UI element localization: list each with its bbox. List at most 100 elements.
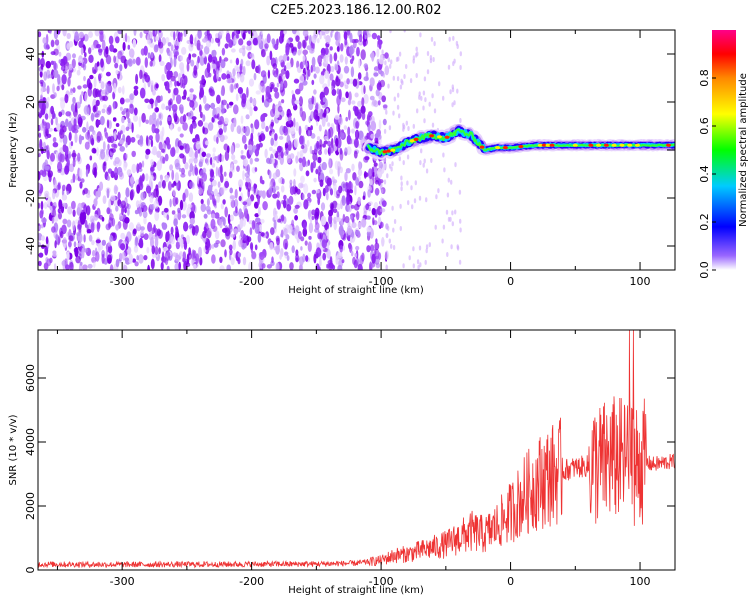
noise-speckle — [204, 67, 210, 78]
noise-speckle — [127, 207, 130, 216]
sparse-speckle — [423, 76, 427, 82]
sparse-speckle — [433, 41, 436, 47]
noise-speckle — [215, 166, 219, 177]
noise-speckle — [286, 56, 290, 61]
noise-speckle — [293, 138, 299, 149]
noise-speckle — [84, 52, 87, 58]
noise-speckle — [274, 91, 280, 99]
noise-speckle — [249, 242, 254, 251]
noise-speckle — [64, 145, 69, 155]
noise-speckle — [369, 178, 373, 186]
noise-speckle — [132, 114, 139, 122]
y-tick-label: 4000 — [24, 428, 37, 456]
noise-speckle — [310, 133, 316, 139]
noise-speckle — [319, 74, 325, 85]
noise-speckle — [293, 207, 298, 214]
sparse-speckle — [423, 118, 426, 124]
noise-speckle — [40, 94, 43, 101]
noise-speckle — [117, 86, 122, 94]
noise-speckle — [315, 66, 320, 74]
noise-speckle — [59, 97, 65, 102]
noise-speckle — [164, 250, 171, 261]
noise-speckle — [197, 120, 204, 127]
noise-speckle — [174, 254, 181, 262]
noise-speckle — [381, 200, 387, 208]
noise-speckle — [139, 31, 143, 39]
noise-speckle — [125, 59, 132, 65]
sparse-speckle — [400, 186, 403, 192]
sparse-speckle — [430, 158, 433, 163]
signal-hotspot — [541, 143, 547, 147]
sparse-speckle — [442, 224, 446, 230]
noise-speckle — [316, 140, 320, 149]
sparse-speckle — [387, 83, 390, 89]
noise-speckle — [157, 112, 164, 121]
noise-speckle — [173, 31, 176, 41]
noise-speckle — [59, 230, 64, 239]
sparse-speckle — [422, 90, 426, 96]
noise-speckle — [339, 245, 344, 253]
noise-speckle — [313, 73, 317, 79]
noise-speckle — [199, 55, 205, 66]
noise-speckle — [327, 129, 330, 141]
noise-speckle — [191, 116, 197, 121]
noise-speckle — [366, 226, 372, 233]
noise-speckle — [333, 187, 338, 198]
noise-speckle — [70, 179, 74, 184]
sparse-speckle — [411, 204, 414, 210]
noise-speckle — [324, 175, 330, 184]
sparse-speckle — [416, 259, 420, 265]
noise-speckle — [223, 57, 229, 62]
sparse-speckle — [405, 120, 408, 126]
sparse-speckle — [434, 224, 437, 230]
noise-speckle — [293, 117, 296, 128]
sparse-speckle — [422, 162, 425, 168]
noise-speckle — [62, 30, 67, 37]
noise-speckle — [370, 133, 375, 139]
chart-title: C2E5.2023.186.12.00.R02 — [270, 3, 441, 18]
noise-speckle — [123, 264, 128, 270]
noise-speckle — [81, 91, 84, 96]
noise-speckle — [249, 53, 254, 58]
noise-speckle — [170, 226, 174, 235]
noise-speckle — [298, 263, 304, 270]
noise-speckle — [234, 65, 239, 71]
noise-speckle — [311, 215, 315, 221]
noise-speckle — [289, 126, 296, 135]
noise-speckle — [196, 39, 201, 51]
noise-speckle — [145, 135, 149, 146]
sparse-speckle — [409, 78, 413, 84]
noise-speckle — [328, 157, 332, 169]
sparse-speckle — [450, 244, 453, 250]
noise-speckle — [125, 153, 128, 159]
noise-speckle — [82, 264, 88, 270]
noise-speckle — [220, 203, 224, 210]
noise-speckle — [366, 113, 370, 123]
noise-speckle — [95, 251, 100, 262]
noise-speckle — [241, 134, 247, 144]
noise-speckle — [273, 133, 278, 141]
noise-speckle — [88, 47, 92, 55]
noise-speckle — [109, 44, 114, 52]
noise-speckle — [215, 240, 220, 245]
noise-speckle — [187, 252, 193, 260]
noise-speckle — [337, 31, 341, 43]
noise-speckle — [272, 139, 278, 147]
x-tick-label: 100 — [630, 575, 651, 588]
noise-speckle — [339, 147, 343, 155]
noise-speckle — [182, 122, 188, 131]
noise-speckle — [324, 148, 328, 155]
sparse-speckle — [433, 108, 437, 114]
noise-speckle — [215, 106, 221, 116]
sparse-speckle — [451, 102, 454, 108]
signal-hotspot — [611, 143, 617, 147]
noise-speckle — [246, 213, 250, 223]
noise-speckle — [351, 100, 356, 105]
noise-speckle — [202, 38, 208, 43]
noise-speckle — [206, 238, 211, 249]
sparse-speckle — [456, 88, 459, 94]
noise-speckle — [345, 91, 349, 99]
signal-hotspot — [502, 146, 508, 150]
noise-speckle — [40, 107, 46, 115]
noise-speckle — [119, 252, 123, 260]
